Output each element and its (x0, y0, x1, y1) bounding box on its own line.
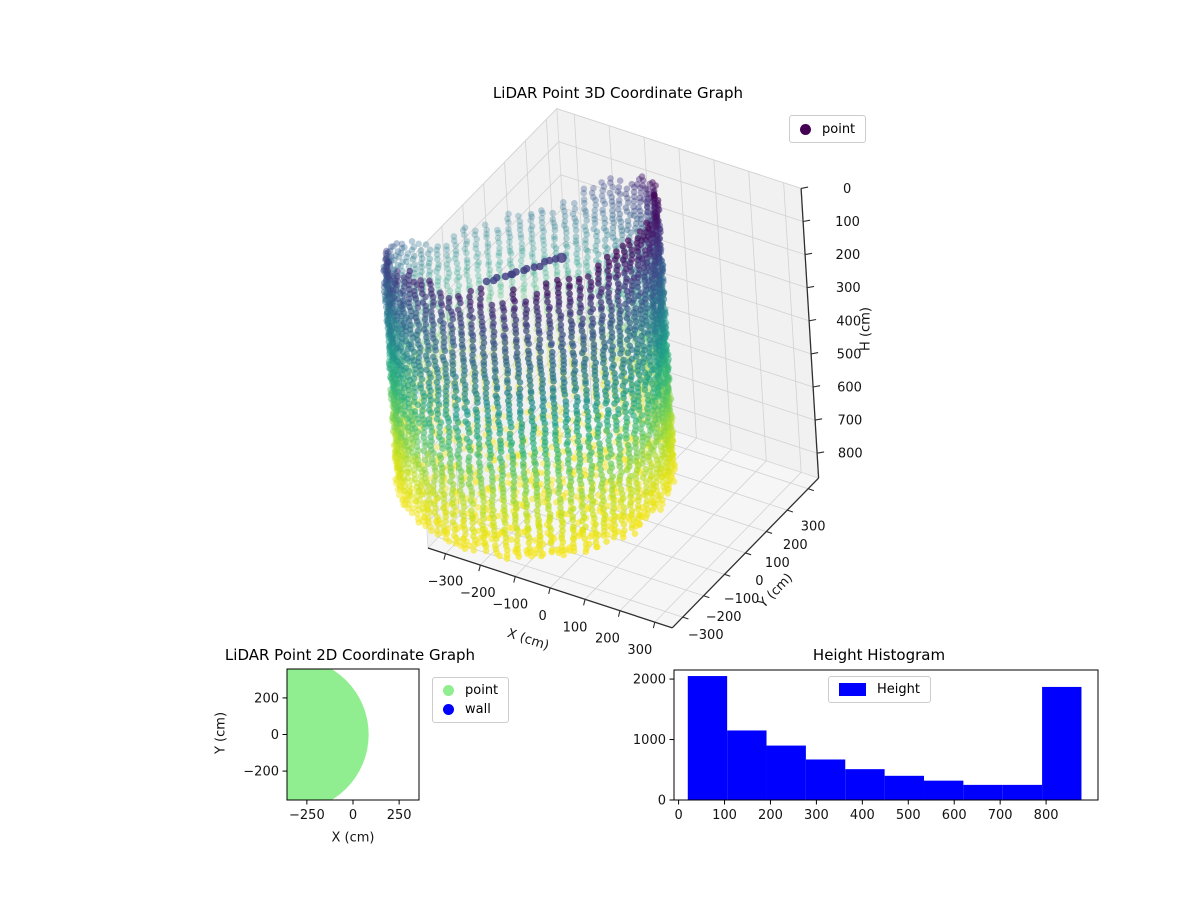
hist-axes: 0 100 200 300 400 500 600 700 800 0 1000 2000 (633, 669, 1099, 823)
svg-text:0: 0 (349, 808, 357, 823)
svg-text:0: 0 (674, 808, 682, 823)
svg-text:0: 0 (539, 609, 547, 624)
plot2d-legend: point wall (432, 677, 510, 723)
plot2d-xlabel: X (cm) (331, 830, 375, 846)
plot2d-axes: −250 0 250 −200 0 200 (243, 668, 420, 823)
svg-text:200: 200 (758, 808, 783, 823)
plot2d-ylabel: Y (cm) (213, 711, 229, 755)
svg-text:600: 600 (942, 808, 967, 823)
plot3d-zlabel: H (cm) (858, 307, 874, 351)
hist-bars (687, 676, 1082, 800)
svg-text:100: 100 (563, 620, 588, 635)
svg-text:100: 100 (765, 556, 790, 571)
svg-text:300: 300 (801, 520, 826, 535)
wall-legend-marker-icon (443, 704, 454, 715)
svg-text:−200: −200 (706, 610, 742, 625)
svg-text:300: 300 (836, 281, 861, 296)
svg-text:400: 400 (836, 314, 861, 329)
svg-text:0: 0 (271, 728, 279, 743)
svg-text:0: 0 (658, 794, 666, 809)
svg-text:−100: −100 (492, 598, 528, 613)
point2d-legend-marker-icon (443, 685, 454, 696)
svg-text:700: 700 (837, 414, 862, 429)
svg-text:400: 400 (850, 808, 875, 823)
hist-title: Height Histogram (812, 646, 946, 664)
svg-text:0: 0 (755, 574, 763, 589)
svg-text:200: 200 (595, 632, 620, 647)
plot3d-legend: point (789, 115, 867, 143)
svg-text:800: 800 (1034, 808, 1059, 823)
point2d-legend-label: point (465, 683, 499, 698)
svg-text:100: 100 (835, 215, 860, 230)
hist-legend: Height (828, 676, 931, 703)
svg-text:1000: 1000 (633, 733, 666, 748)
svg-text:300: 300 (627, 643, 652, 658)
svg-text:300: 300 (804, 808, 829, 823)
svg-text:−250: −250 (289, 808, 325, 823)
point-legend-label: point (822, 121, 856, 137)
point-legend-marker-icon (800, 123, 811, 135)
svg-text:200: 200 (783, 538, 808, 553)
svg-text:250: 250 (387, 808, 412, 823)
plot2d-title: LiDAR Point 2D Coordinate Graph (224, 646, 476, 664)
svg-text:0: 0 (843, 182, 851, 197)
height-legend-swatch-icon (839, 683, 866, 696)
svg-text:800: 800 (838, 447, 863, 462)
svg-text:200: 200 (835, 248, 860, 263)
svg-text:−100: −100 (724, 592, 760, 607)
svg-text:500: 500 (896, 808, 921, 823)
svg-text:600: 600 (837, 381, 862, 396)
plot3d-point-cloud (380, 173, 678, 562)
svg-text:500: 500 (837, 347, 862, 362)
svg-text:100: 100 (712, 808, 737, 823)
plot3d-tick-labels: −300−200−1000100200300−300−200−100010020… (428, 182, 863, 658)
svg-text:2000: 2000 (633, 673, 666, 688)
plot3d-title: LiDAR Point 3D Coordinate Graph (492, 84, 744, 102)
svg-text:200: 200 (254, 691, 279, 706)
svg-text:−200: −200 (243, 765, 279, 780)
svg-text:−200: −200 (460, 586, 496, 601)
svg-text:−300: −300 (428, 575, 464, 590)
wall-legend-label: wall (465, 702, 491, 717)
height-legend-label: Height (877, 682, 920, 697)
svg-text:700: 700 (988, 808, 1013, 823)
svg-text:−300: −300 (688, 628, 724, 643)
